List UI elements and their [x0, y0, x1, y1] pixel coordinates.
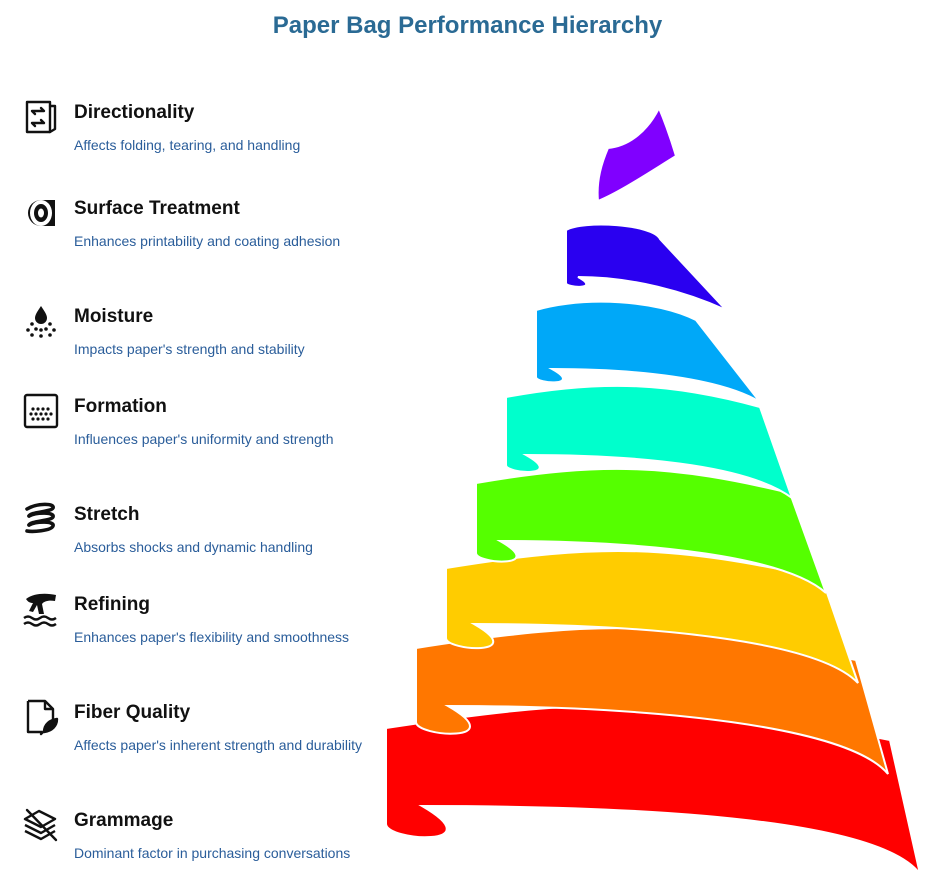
level-title: Grammage	[74, 810, 174, 831]
level-title: Directionality	[74, 102, 195, 123]
cone-band-5	[475, 467, 827, 594]
level-title: Surface Treatment	[74, 198, 240, 219]
level-description: Impacts paper's strength and stability	[74, 341, 305, 357]
level-description: Affects folding, tearing, and handling	[74, 137, 301, 153]
tape-roll-icon	[22, 194, 60, 232]
level-description: Dominant factor in purchasing conversati…	[74, 845, 351, 861]
document-leaf-icon	[22, 698, 60, 736]
level-description: Affects paper's inherent strength and du…	[74, 737, 363, 753]
level-description: Enhances paper's flexibility and smoothn…	[74, 629, 350, 645]
dotted-square-icon	[22, 392, 60, 430]
diagram-title: Paper Bag Performance Hierarchy	[272, 12, 663, 39]
cone-band-2	[565, 223, 727, 311]
level-description: Influences paper's uniformity and streng…	[74, 431, 334, 447]
level-description: Absorbs shocks and dynamic handling	[74, 539, 313, 555]
droplet-spray-icon	[22, 302, 60, 340]
hierarchy-cone	[380, 100, 925, 880]
level-title: Moisture	[74, 306, 154, 327]
cone-band-4	[505, 384, 795, 501]
stacked-sheets-icon	[22, 806, 60, 844]
level-description: Enhances printability and coating adhesi…	[74, 233, 341, 249]
cone-band-1	[596, 105, 678, 203]
level-title: Stretch	[74, 504, 140, 525]
cone-band-6	[445, 549, 859, 684]
spring-icon	[22, 500, 60, 538]
directionality-icon	[22, 98, 60, 136]
fiber-water-icon	[22, 590, 60, 628]
cone-band-3	[535, 300, 761, 403]
level-title: Formation	[74, 396, 167, 417]
level-title: Fiber Quality	[74, 702, 191, 723]
level-title: Refining	[74, 594, 150, 615]
